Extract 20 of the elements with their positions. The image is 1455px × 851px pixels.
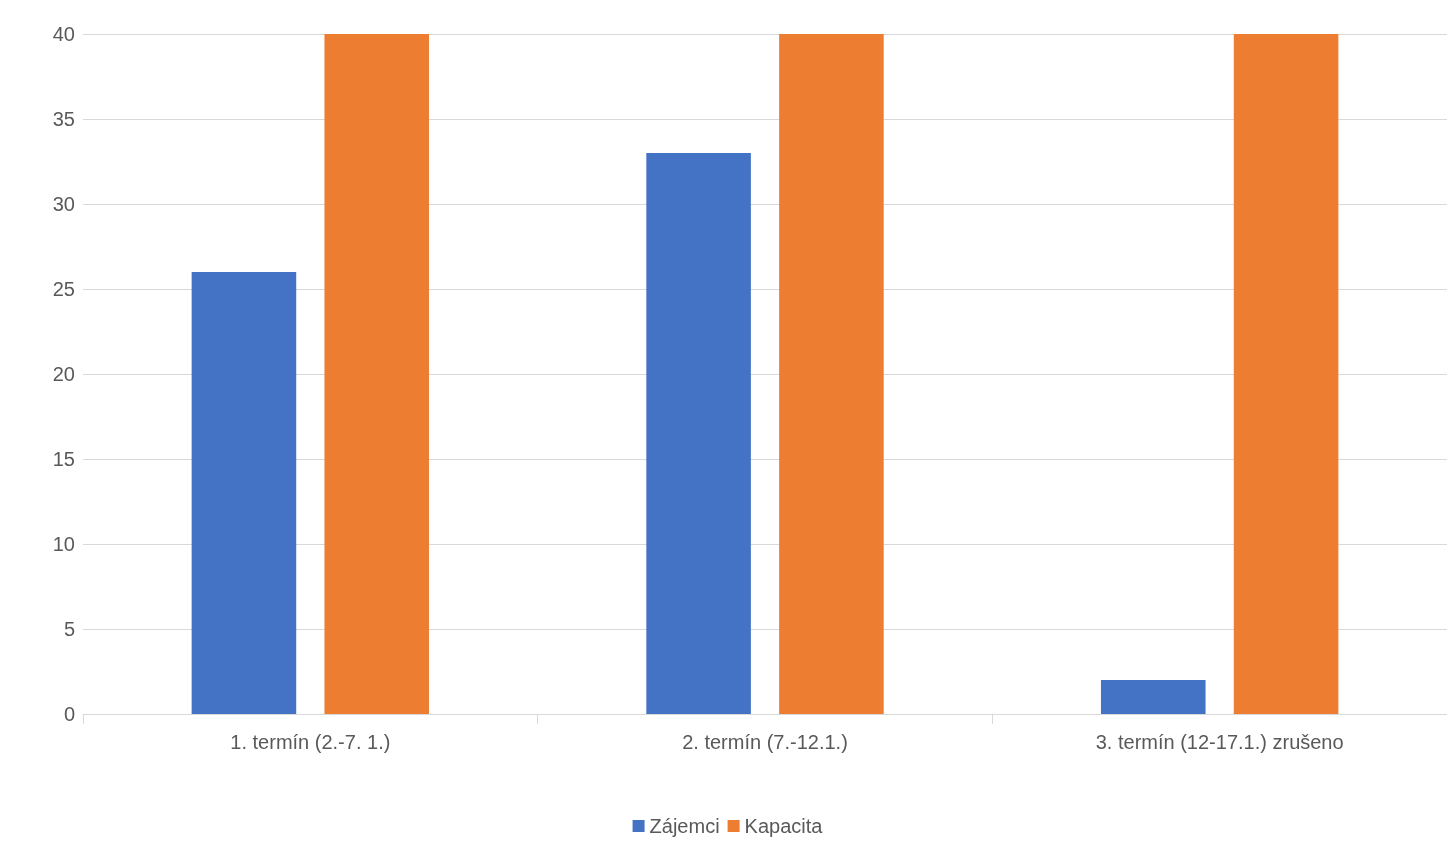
legend-label: Kapacita: [744, 815, 824, 837]
y-tick-label: 30: [52, 193, 75, 215]
bar: [324, 34, 430, 714]
y-tick-label: 25: [52, 278, 75, 300]
bar: [191, 272, 297, 714]
bar: [779, 34, 884, 714]
bar: [1100, 680, 1206, 714]
y-tick-label: 20: [52, 363, 75, 385]
legend-label: Zájemci: [649, 815, 720, 837]
y-tick-label: 40: [52, 23, 75, 45]
bar: [1233, 34, 1339, 714]
y-tick-label: 35: [52, 108, 75, 130]
y-tick-label: 15: [52, 448, 75, 470]
x-tick-label: 3. termín (12-17.1.) zrušeno: [1095, 731, 1344, 753]
bar: [646, 153, 751, 714]
x-tick-label: 1. termín (2.-7. 1.): [230, 731, 391, 753]
x-tick-label: 2. termín (7.-12.1.): [682, 731, 848, 753]
y-tick-label: 10: [52, 533, 75, 555]
y-tick-label: 0: [63, 703, 75, 725]
y-tick-label: 5: [63, 618, 75, 640]
